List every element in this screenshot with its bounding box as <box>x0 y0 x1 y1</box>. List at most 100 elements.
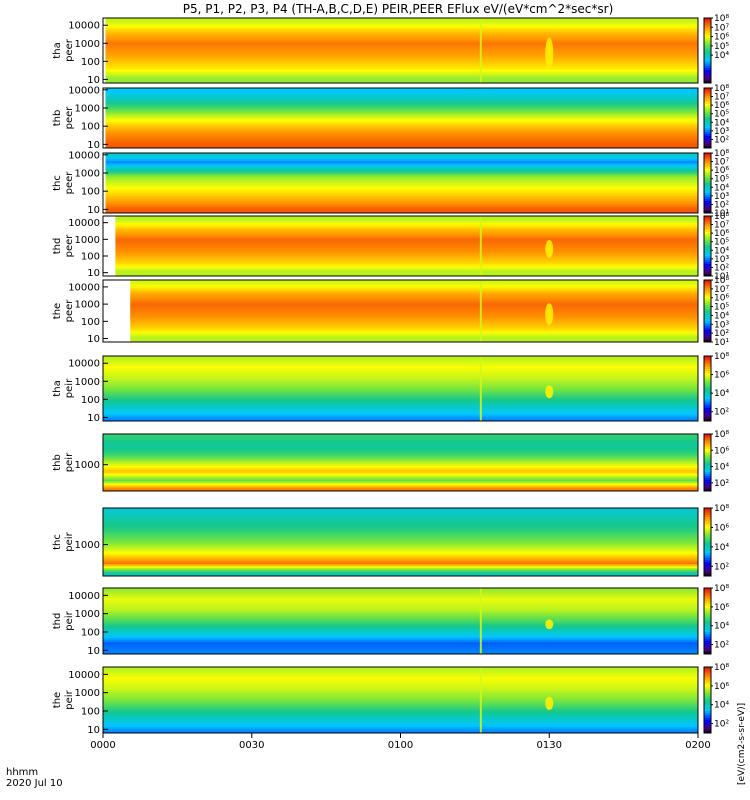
spectrogram-data <box>103 588 698 655</box>
colorbar-step <box>704 451 711 454</box>
colorbar-tick-label: 10³ <box>714 320 729 330</box>
colorbar-step <box>704 569 711 572</box>
colorbar-step <box>704 523 711 527</box>
panel-species-label: peir <box>64 531 75 551</box>
panel-probe-label: thd <box>52 238 63 255</box>
energy-band <box>115 228 698 231</box>
energy-band <box>103 453 698 456</box>
energy-band <box>103 560 698 563</box>
colorbar-step <box>704 625 711 628</box>
colorbar-step <box>704 678 711 681</box>
colorbar-tick-label: 10⁶ <box>714 603 729 613</box>
energy-band <box>103 550 698 553</box>
y-tick-label: 100 <box>81 317 100 328</box>
energy-band <box>103 711 698 714</box>
y-tick-label: 10 <box>87 140 100 151</box>
colorbar-step <box>704 562 711 565</box>
energy-band <box>103 445 698 449</box>
colorbar-tick-label: 10⁵ <box>714 238 729 248</box>
panel-frame <box>102 17 699 84</box>
colorbar-step <box>704 485 711 488</box>
spectrogram-data <box>103 356 698 422</box>
colorbar-tick-label: 10⁴ <box>714 183 729 193</box>
colorbar-step <box>704 366 711 370</box>
energy-band <box>130 308 699 311</box>
colorbar-step <box>704 59 711 62</box>
colorbar-step <box>704 612 711 615</box>
colorbar-step <box>704 244 711 247</box>
colorbar-step <box>704 435 711 439</box>
energy-band <box>105 104 698 107</box>
spectrogram-data <box>103 667 698 734</box>
colorbar-tick-label: 10⁵ <box>714 110 729 120</box>
energy-band <box>130 290 699 293</box>
energy-band <box>103 487 698 490</box>
energy-band <box>105 116 698 119</box>
energy-band <box>103 564 698 567</box>
y-tick-label: 100 <box>81 395 100 406</box>
energy-band <box>105 106 698 109</box>
energy-band <box>105 43 698 46</box>
colorbar-tick-label: 10³ <box>714 255 729 265</box>
event-dip <box>545 696 554 710</box>
colorbar-step <box>704 39 711 43</box>
colorbar: 10² 10⁴ 10⁶ 10⁸ <box>703 663 729 734</box>
energy-band <box>130 294 699 297</box>
energy-band <box>103 522 698 525</box>
energy-band <box>103 435 698 439</box>
energy-band <box>103 677 698 680</box>
colorbar-step <box>704 201 711 204</box>
colorbar-step <box>704 616 711 620</box>
energy-band <box>103 393 698 396</box>
energy-band <box>103 536 698 539</box>
energy-band <box>103 554 698 557</box>
energy-band <box>103 558 698 561</box>
colorbar-step <box>704 614 711 617</box>
energy-band <box>105 75 698 78</box>
colorbar-step <box>704 76 711 79</box>
energy-band <box>105 138 698 141</box>
colorbar-tick-label: 10⁸ <box>714 430 729 440</box>
energy-band <box>103 566 698 569</box>
colorbar-step <box>704 691 711 694</box>
energy-band <box>103 675 698 678</box>
energy-band <box>105 108 698 111</box>
colorbar-step <box>704 218 711 221</box>
colorbar-step <box>704 546 711 550</box>
colorbar-step <box>704 362 711 365</box>
energy-band <box>103 369 698 373</box>
colorbar-tick-label: 10¹ <box>714 209 729 219</box>
colorbar-step <box>704 724 711 727</box>
energy-band <box>103 606 698 609</box>
colorbar-tick-label: 10² <box>714 641 729 651</box>
colorbar-step <box>704 590 711 593</box>
panel-probe-label: thb <box>52 110 63 127</box>
energy-band <box>130 280 699 283</box>
energy-band <box>103 624 698 627</box>
energy-band <box>103 471 698 474</box>
colorbar-frame <box>703 17 712 84</box>
colorbar-step <box>704 551 711 554</box>
colorbar-step <box>704 319 711 322</box>
energy-band <box>103 570 698 573</box>
colorbar-step <box>704 671 711 674</box>
spectrogram-data <box>105 88 698 149</box>
colorbar-step <box>704 185 711 188</box>
colorbar-step <box>704 22 711 25</box>
energy-band <box>105 142 698 145</box>
energy-band <box>103 608 698 611</box>
y-tick-label: 10 <box>87 205 100 216</box>
colorbar-step <box>704 52 711 56</box>
colorbar-step <box>704 327 711 330</box>
colorbar-step <box>704 110 711 113</box>
energy-band <box>103 534 698 537</box>
colorbar-step <box>704 553 711 556</box>
energy-band <box>105 183 698 186</box>
colorbar-step <box>704 46 711 49</box>
energy-band <box>105 57 698 60</box>
colorbar-step <box>704 136 711 139</box>
energy-band <box>105 71 698 74</box>
colorbar-step <box>704 325 711 328</box>
colorbar-step <box>704 280 711 283</box>
panel-thd-peir: 10 100 1000 10000 thd peir 10² 10⁴ 10⁶ 10⁸ <box>52 584 729 657</box>
